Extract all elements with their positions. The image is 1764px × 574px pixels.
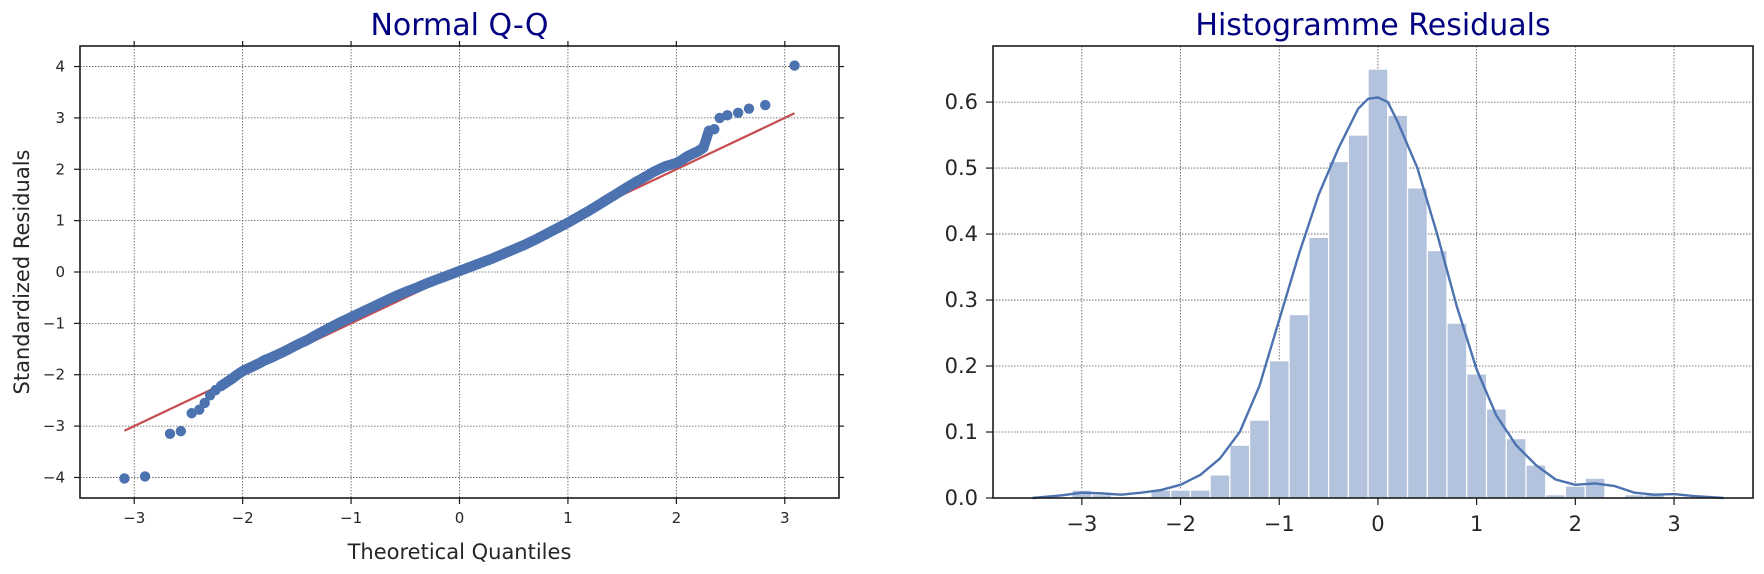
histogram-bar (1367, 68, 1389, 499)
qq-x-tick-label: −3 (123, 509, 145, 527)
histogram-y-tick-label: 0.4 (945, 222, 978, 246)
qq-points (119, 60, 800, 484)
qq-point (139, 471, 151, 482)
qq-point (732, 107, 744, 118)
qq-x-tick-label: 1 (563, 509, 573, 527)
histogram-bar (1209, 474, 1231, 499)
qq-point (743, 103, 755, 114)
histogram-bar (1288, 313, 1310, 499)
histogram-kde (1032, 96, 1724, 500)
qq-ticks: −3 −2 −1 0 1 2 3 −4 −3 −2 −1 0 1 2 3 4 (43, 41, 844, 527)
histogram-x-tick-label: −3 (1066, 512, 1097, 536)
histogram-y-tick-label: 0.1 (945, 420, 978, 444)
histogram-bar (1268, 360, 1290, 499)
qq-point (709, 124, 720, 135)
histogram-bar (1327, 160, 1349, 499)
qq-y-tick-label: −4 (43, 468, 65, 486)
qq-y-tick-label: −2 (43, 366, 65, 384)
qq-y-tick-label: −1 (43, 314, 65, 332)
histogram-x-tick-label: −2 (1165, 512, 1196, 536)
qq-y-tick-label: 2 (55, 160, 65, 178)
histogram-bar (1466, 373, 1488, 499)
histogram-bar (1505, 438, 1527, 499)
qq-x-tick-label: 2 (672, 509, 682, 527)
histogram-bar (1584, 477, 1606, 499)
qq-point (199, 397, 210, 409)
qq-point (789, 60, 800, 71)
qq-grid (80, 46, 839, 498)
qq-y-tick-label: 0 (55, 263, 65, 281)
histogram-bar (1170, 489, 1192, 499)
histogram-bar (1249, 419, 1270, 499)
qq-y-tick-label: 1 (55, 212, 65, 230)
qq-plot-title: Normal Q-Q (370, 8, 548, 43)
histogram-panel: −3 −2 −1 0 1 2 3 0.0 0.1 0.2 0.3 0.4 0.5 0.6 Histogra… (945, 8, 1754, 536)
histogram-bar (1406, 187, 1428, 499)
histogram-bar (1387, 114, 1409, 499)
histogram-bar (1446, 322, 1468, 499)
qq-x-tick-label: 3 (780, 509, 790, 527)
histogram-x-tick-label: −1 (1264, 512, 1295, 536)
histogram-bar (1485, 408, 1507, 499)
histogram-ticks: −3 −2 −1 0 1 2 3 0.0 0.1 0.2 0.3 0.4 0.5 0.6 (945, 90, 1681, 536)
qq-point (164, 428, 176, 439)
qq-plot-panel: −3 −2 −1 0 1 2 3 −4 −3 −2 −1 0 1 2 3 4 Normal Q-Q Theor… (10, 8, 844, 564)
qq-y-tick-label: 4 (55, 58, 65, 76)
histogram-y-tick-label: 0.0 (945, 486, 978, 510)
histogram-bars (1071, 68, 1665, 499)
histogram-title: Histogramme Residuals (1195, 8, 1550, 43)
histogram-frame (992, 45, 1754, 499)
histogram-y-tick-label: 0.5 (945, 156, 978, 180)
qq-x-tick-label: −2 (232, 509, 254, 527)
qq-point (760, 99, 771, 111)
qq-x-tick-label: −1 (340, 509, 362, 527)
qq-x-tick-label: 0 (455, 509, 465, 527)
histogram-bar (1347, 134, 1369, 499)
histogram-bar (1308, 236, 1330, 499)
histogram-y-tick-label: 0.6 (945, 90, 978, 114)
histogram-y-tick-label: 0.3 (945, 288, 978, 312)
histogram-bar (1564, 485, 1586, 499)
histogram-x-tick-label: 0 (1371, 512, 1384, 536)
histogram-x-tick-label: 2 (1569, 512, 1582, 536)
histogram-bar (1189, 489, 1211, 499)
histogram-bar (1426, 249, 1448, 499)
histogram-kde-curve (1032, 96, 1724, 500)
qq-point (722, 110, 733, 121)
qq-point (119, 473, 130, 484)
histogram-x-tick-label: 3 (1667, 512, 1680, 536)
qq-y-tick-label: −3 (43, 417, 65, 435)
histogram-y-tick-label: 0.2 (945, 354, 978, 378)
qq-y-tick-label: 3 (55, 109, 65, 127)
histogram-x-tick-label: 1 (1470, 512, 1483, 536)
qq-x-axis-label: Theoretical Quantiles (347, 540, 572, 564)
qq-y-axis-label: Standardized Residuals (10, 150, 34, 395)
histogram-bar (1229, 444, 1251, 499)
qq-point (175, 426, 187, 437)
